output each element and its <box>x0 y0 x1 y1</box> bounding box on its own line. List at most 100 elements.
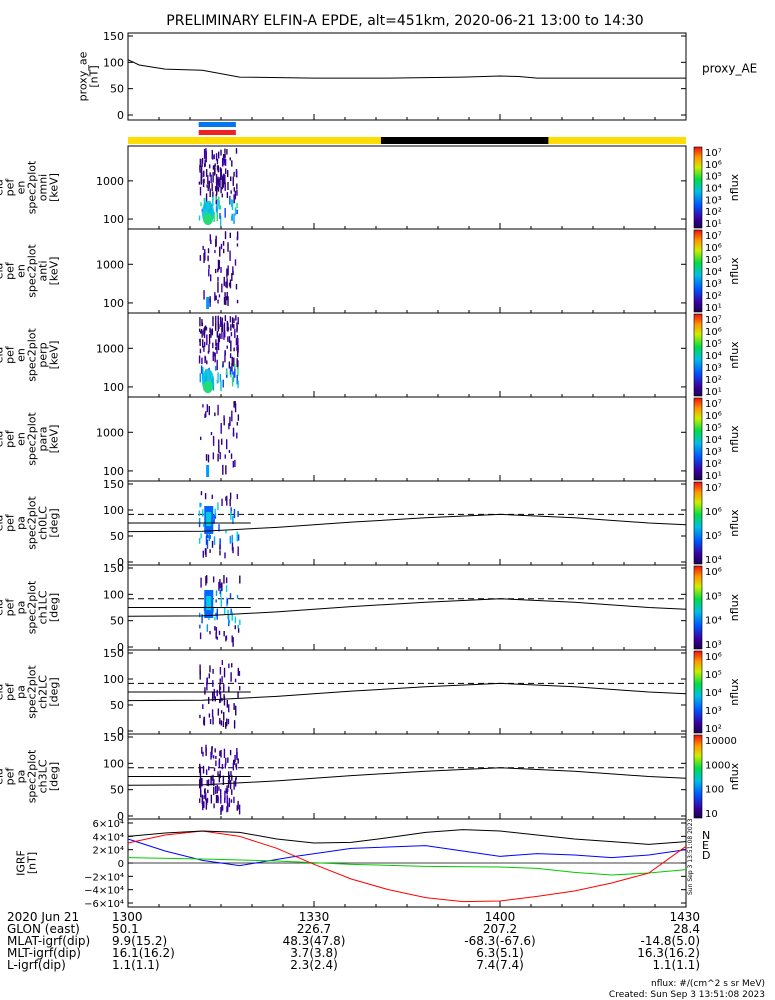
spectrogram-cell <box>207 255 209 262</box>
y-tick-label: 150 <box>103 731 124 744</box>
pa-spectrogram-cell <box>210 750 213 755</box>
panel-igrf: IGRF[nT] 6×10⁴ 4×10⁴ 2×10⁴ 0 −2×10⁴ −4×10⁴ −6×1… <box>15 818 710 910</box>
colorbar-tick: 10² <box>705 459 722 470</box>
spectrogram-cell <box>219 216 222 226</box>
y-tick-label: 0 <box>117 725 124 738</box>
spectrogram-cell <box>204 251 206 261</box>
spectrogram-cell <box>233 324 235 329</box>
pa-spectrogram-cell <box>238 685 241 691</box>
spectrogram-cell <box>230 324 232 331</box>
pa-spectrogram-cell <box>199 502 201 508</box>
spectrogram-cell <box>200 165 203 173</box>
spectrogram-cell <box>221 283 223 293</box>
colorbar-tick: 10² <box>705 724 722 735</box>
spectrogram-cell <box>234 259 237 266</box>
pa-spectrogram-cell <box>227 614 230 624</box>
spectrogram-cell <box>237 414 240 421</box>
y-tick-label: 100 <box>103 673 124 686</box>
panels: proxy_ae[nT]150100500proxy_AEelapefenspe… <box>0 30 757 910</box>
spectrogram-cell <box>236 360 239 366</box>
spectrogram-cell <box>223 418 225 426</box>
colorbar-tick: 10⁴ <box>705 616 722 627</box>
pa-spectrogram-cell <box>211 540 214 548</box>
y-tick-label: 1000 <box>96 342 124 355</box>
pa-spectrogram-cell <box>230 507 232 514</box>
pa-spectrogram-cell <box>219 579 221 586</box>
spectrogram-cell <box>223 276 225 287</box>
spectrogram-cell <box>216 208 218 215</box>
pa-spectrogram-cell <box>228 774 231 780</box>
spectrogram-cell <box>199 169 201 173</box>
spectrogram-cell <box>215 315 217 326</box>
spectrogram-cell <box>224 315 227 322</box>
pa-spectrogram-cell <box>218 630 221 635</box>
spectrogram-cell <box>221 438 223 445</box>
colorbar <box>693 481 703 565</box>
spectrogram-cell <box>214 163 216 167</box>
ephemeris-table: 2020 Jun 21 1300 1330 1400 1430 GLON (east) 50… <box>7 910 700 972</box>
pa-spectrogram-cell <box>223 711 225 721</box>
side-timestamp: Sun Sep 3 13:51:08 2023 <box>687 818 694 895</box>
spectrogram-cell <box>232 371 234 375</box>
spectrogram-cell <box>210 329 212 338</box>
ephem-row-label: MLT-igrf(dip) <box>7 946 81 960</box>
spectrogram-cell <box>208 405 211 416</box>
spectrogram-cell <box>216 207 218 212</box>
spectrogram-cell <box>218 178 220 188</box>
colorbar <box>693 313 703 397</box>
pa-spectrogram-cell <box>233 703 235 711</box>
pa-spectrogram-cell <box>204 548 207 555</box>
y-axis-label-line: [deg] <box>48 762 61 791</box>
colorbar <box>693 734 703 819</box>
pa-spectrogram-cell <box>211 691 214 702</box>
pa-spectrogram-cell <box>229 535 232 544</box>
spectrogram-cell <box>208 264 210 269</box>
pa-spectrogram-cell <box>226 804 229 812</box>
colorbar-tick: 1000 <box>705 760 730 771</box>
spectrogram-cell <box>204 356 207 361</box>
pa-spectrogram-cell <box>206 797 209 803</box>
spectrogram-cell <box>227 265 229 276</box>
pa-spectrogram-cell <box>225 585 228 593</box>
colorbar-tick: 10⁷ <box>705 148 722 159</box>
spectrogram-cell <box>231 273 233 281</box>
pa-spectrogram-cell <box>231 542 234 551</box>
spectrogram-cell <box>211 328 214 336</box>
spectrogram-cell <box>204 249 206 254</box>
pa-spectrogram-cell <box>215 755 217 759</box>
pa-spectrogram-cell <box>231 635 233 643</box>
pa-spectrogram-cell <box>213 767 216 772</box>
spectrogram-cell <box>214 352 216 363</box>
spectrogram-cell <box>226 345 228 349</box>
spectrogram-cell <box>211 149 213 159</box>
pa-spectrogram-cell <box>214 696 216 702</box>
ephem-value: -68.3(-67.6) <box>464 934 535 948</box>
pa-spectrogram-cell <box>236 594 239 599</box>
pa-spectrogram-cell <box>219 550 221 556</box>
legend-d: D <box>702 849 710 862</box>
spectrogram-cell <box>219 246 221 257</box>
y-axis-label-line: en <box>15 348 28 362</box>
pa-spectrogram-cell <box>213 803 215 809</box>
pa-spectrogram-cell <box>220 749 222 758</box>
pa-spectrogram-cell <box>216 611 218 620</box>
pa-spectrogram-cell <box>208 766 210 771</box>
pa-spectrogram-cell <box>231 536 233 544</box>
spectrogram-cell <box>212 452 215 460</box>
panel-ch3LC: elapefpaspec2plotch3LC[deg] 150 100 50 0 1000… <box>0 731 741 823</box>
spectrogram-cell <box>203 148 206 159</box>
y-tick-label: 0 <box>117 556 124 569</box>
pa-spectrogram-cell <box>237 667 240 676</box>
spectrogram-cell <box>205 326 208 331</box>
spectrogram-cell <box>201 159 203 167</box>
y-axis-label-line: pa <box>15 685 28 699</box>
spectrogram-cell <box>217 322 219 332</box>
pa-spectrogram-cell <box>203 795 205 799</box>
pa-spectrogram-cell <box>209 719 212 725</box>
igrf-d-line <box>127 830 687 903</box>
pa-spectrogram-cell <box>216 608 219 616</box>
pa-spectrogram-cell <box>199 763 201 773</box>
spectrogram-cell <box>201 319 203 327</box>
colorbar-tick: 10 <box>705 809 718 820</box>
y-axis-label-line: ela <box>0 347 6 364</box>
